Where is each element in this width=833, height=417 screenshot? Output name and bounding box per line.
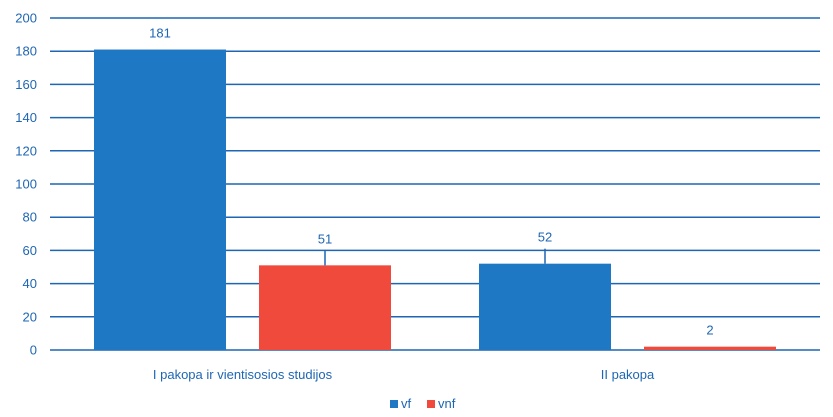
error-bars [324, 248, 546, 266]
y-tick-label: 0 [30, 343, 37, 358]
y-tick-label: 180 [15, 44, 37, 59]
y-tick-label: 40 [23, 276, 37, 291]
x-category-label: I pakopa ir vientisosios studijos [153, 367, 333, 382]
x-axis-categories: I pakopa ir vientisosios studijos II pako… [153, 367, 655, 382]
y-tick-label: 120 [15, 143, 37, 158]
y-axis-ticks: 0 20 40 60 80 100 120 140 160 180 200 [15, 11, 37, 358]
y-tick-label: 20 [23, 309, 37, 324]
bar-vf-1 [479, 263, 611, 350]
data-label-vnf-1: 2 [706, 323, 713, 338]
y-tick-label: 80 [23, 210, 37, 225]
legend-label-vf: vf [401, 396, 412, 411]
legend-swatch-vnf [427, 400, 435, 408]
legend: vf vnf [390, 396, 456, 411]
y-tick-label: 140 [15, 110, 37, 125]
data-label-vf-1: 52 [538, 230, 552, 245]
legend-label-vnf: vnf [438, 396, 456, 411]
bar-vnf-0 [259, 265, 391, 350]
bar-vnf-1 [644, 346, 776, 350]
legend-swatch-vf [390, 400, 398, 408]
y-tick-label: 200 [15, 11, 37, 26]
data-label-vf-0: 181 [149, 26, 171, 41]
data-labels: 181 51 52 2 [149, 26, 713, 338]
y-tick-label: 100 [15, 177, 37, 192]
data-label-vnf-0: 51 [318, 231, 332, 246]
bars [94, 49, 776, 350]
y-tick-label: 160 [15, 77, 37, 92]
y-tick-label: 60 [23, 243, 37, 258]
x-category-label: II pakopa [601, 367, 655, 382]
bar-vf-0 [94, 49, 226, 350]
